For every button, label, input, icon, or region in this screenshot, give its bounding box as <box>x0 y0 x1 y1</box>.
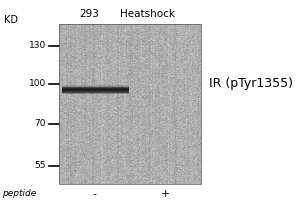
Text: +: + <box>161 189 171 199</box>
Bar <box>59 24 201 184</box>
Text: IR (pTyr1355): IR (pTyr1355) <box>208 77 292 90</box>
Text: 130: 130 <box>29 41 46 50</box>
Text: 293: 293 <box>79 9 99 19</box>
Text: 70: 70 <box>34 119 46 128</box>
Text: peptide: peptide <box>2 189 37 198</box>
Text: 100: 100 <box>29 79 46 88</box>
Text: -: - <box>92 189 96 199</box>
Text: Heatshock: Heatshock <box>120 9 175 19</box>
Text: KD: KD <box>4 15 17 25</box>
Text: 55: 55 <box>34 161 46 170</box>
